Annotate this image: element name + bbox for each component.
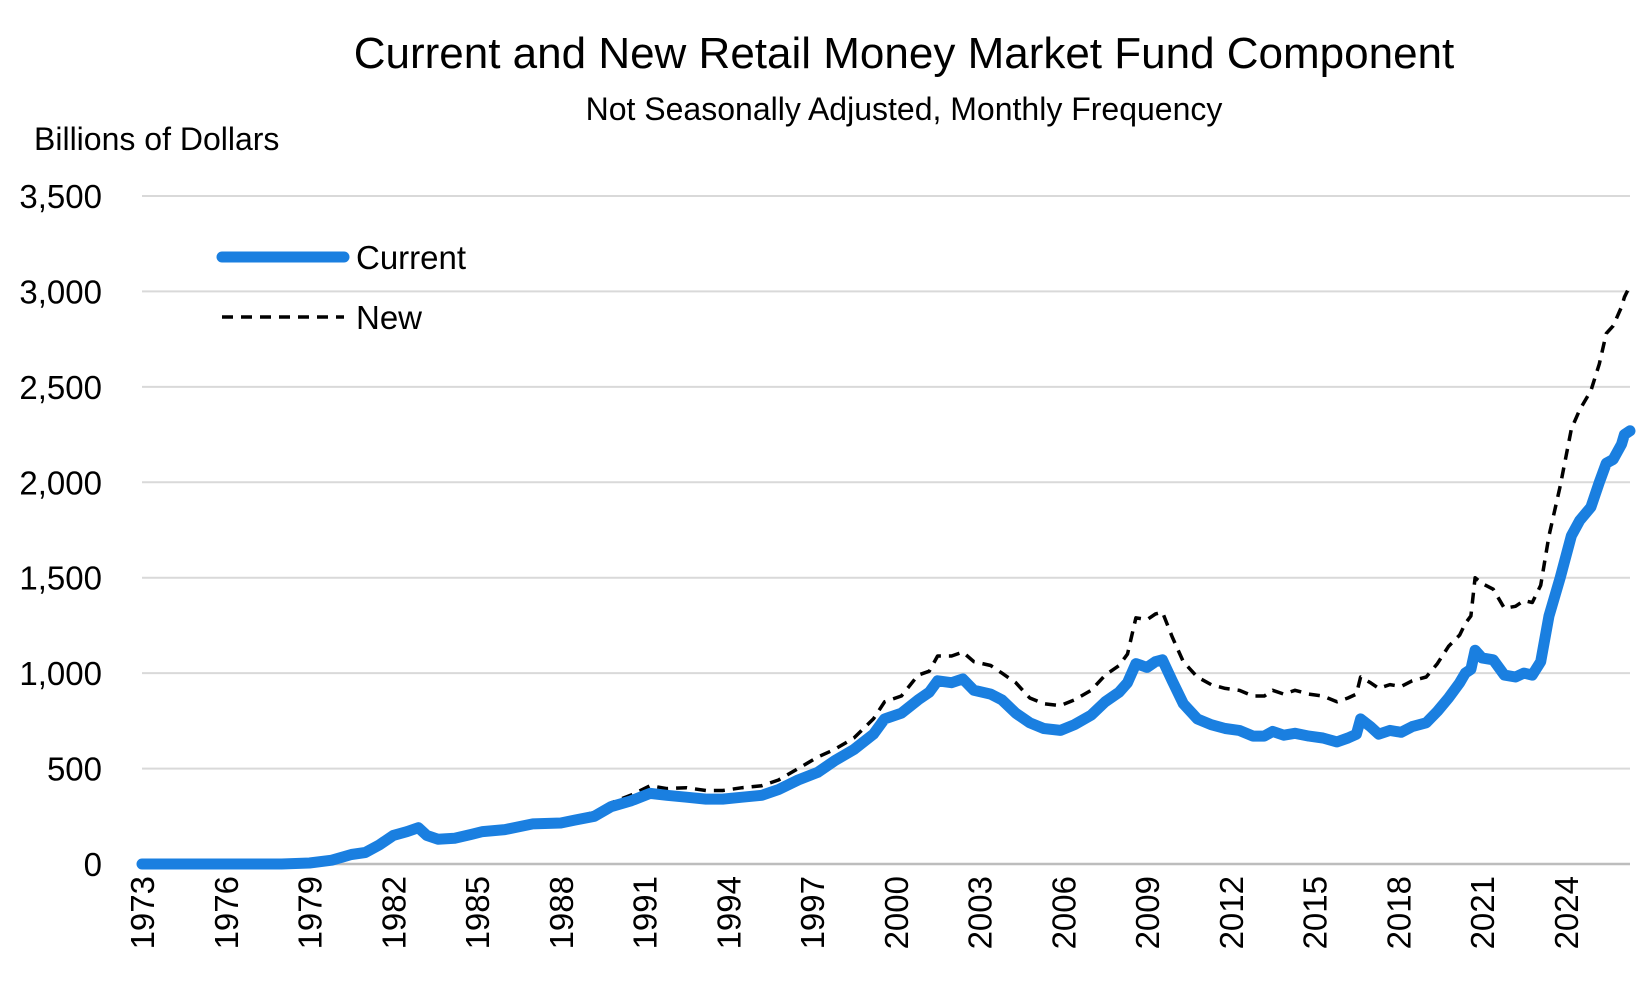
series-line-new — [142, 284, 1632, 866]
series-line-current — [136, 425, 1636, 870]
x-tick-label: 1988 — [543, 876, 580, 949]
legend: Current New — [216, 239, 466, 336]
x-tick-label: 1991 — [627, 876, 664, 949]
legend-label-current: Current — [356, 239, 466, 276]
x-tick-label: 1982 — [375, 876, 412, 949]
x-tick-label: 2024 — [1548, 876, 1585, 949]
x-ticks: 1973 1976 1979 1982 1985 1988 1991 1994 1997 2000… — [124, 876, 1585, 949]
x-tick-label: 1979 — [292, 876, 329, 949]
x-tick-label: 2015 — [1297, 876, 1334, 949]
legend-label-new: New — [356, 299, 422, 336]
x-tick-label: 2000 — [878, 876, 915, 949]
y-tick-label: 2,000 — [19, 464, 102, 501]
x-tick-label: 1994 — [710, 876, 747, 949]
y-tick-label: 2,500 — [19, 369, 102, 406]
x-tick-label: 2018 — [1380, 876, 1417, 949]
y-ticks: 0 500 1,000 1,500 2,000 2,500 3,000 3,500 — [19, 178, 102, 883]
y-tick-label: 500 — [47, 751, 102, 788]
x-tick-label: 2021 — [1464, 876, 1501, 949]
y-tick-label: 3,000 — [19, 273, 102, 310]
x-tick-label: 2003 — [962, 876, 999, 949]
chart-title: Current and New Retail Money Market Fund… — [354, 29, 1455, 78]
x-tick-label: 1985 — [459, 876, 496, 949]
y-tick-label: 1,000 — [19, 655, 102, 692]
y-tick-label: 1,500 — [19, 560, 102, 597]
y-axis-label: Billions of Dollars — [34, 121, 279, 157]
x-tick-label: 2006 — [1045, 876, 1082, 949]
x-tick-label: 2012 — [1213, 876, 1250, 949]
y-tick-label: 3,500 — [19, 178, 102, 215]
grid — [142, 195, 1630, 866]
y-tick-label: 0 — [84, 846, 102, 883]
series-lines — [136, 284, 1636, 870]
x-tick-label: 1973 — [124, 876, 161, 949]
x-tick-label: 2009 — [1129, 876, 1166, 949]
chart-subtitle: Not Seasonally Adjusted, Monthly Frequen… — [586, 91, 1223, 127]
x-tick-label: 1976 — [208, 876, 245, 949]
x-tick-label: 1997 — [794, 876, 831, 949]
